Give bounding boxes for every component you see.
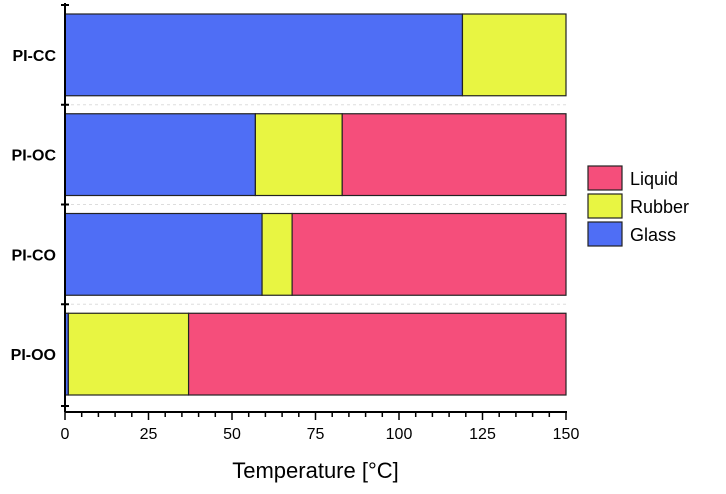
legend-swatch-glass (587, 221, 623, 247)
legend-label-glass: Glass (630, 225, 676, 245)
bar-glass-pi-cc (64, 13, 464, 97)
bar-liquid-pi-oo (187, 312, 567, 396)
bar-rubber-pi-oo (67, 312, 190, 396)
x-tick-label: 150 (553, 426, 580, 443)
category-label: PI-CC (12, 48, 56, 65)
legend-swatch-rubber (587, 193, 623, 219)
bar-liquid-pi-co (291, 212, 567, 296)
x-tick-label: 25 (140, 426, 158, 443)
bar-rubber-pi-co (261, 212, 293, 296)
category-label: PI-OO (11, 347, 56, 364)
x-tick-label: 100 (386, 426, 413, 443)
legend-label-rubber: Rubber (630, 197, 689, 217)
bar-glass-pi-oc (64, 113, 256, 197)
category-label: PI-CO (12, 247, 56, 264)
x-tick-label: 125 (469, 426, 496, 443)
x-tick-label: 75 (307, 426, 325, 443)
x-tick-label: 50 (223, 426, 241, 443)
category-label: PI-OC (12, 148, 57, 165)
bar-glass-pi-co (64, 212, 263, 296)
bar-liquid-pi-oc (341, 113, 567, 197)
bar-rubber-pi-cc (461, 13, 567, 97)
x-axis-title: Temperature [°C] (232, 458, 399, 483)
legend-swatch-liquid (587, 165, 623, 191)
x-tick-label: 0 (61, 426, 70, 443)
bar-rubber-pi-oc (254, 113, 343, 197)
legend-label-liquid: Liquid (630, 169, 678, 189)
